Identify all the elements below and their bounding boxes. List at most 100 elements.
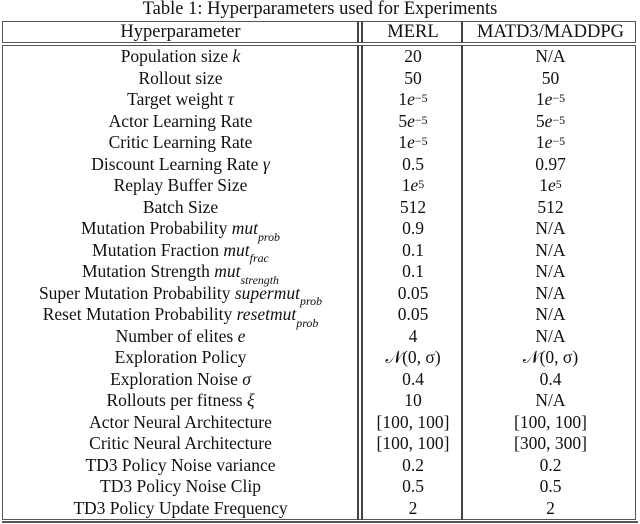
matd3-value-cell: [100, 100]	[465, 412, 636, 433]
value-text: N/A	[535, 46, 566, 67]
merl-value-cell: 1e−5	[359, 132, 465, 153]
hyperparameter-label: Critic Learning Rate	[108, 132, 253, 153]
value-exponent: 5	[418, 177, 425, 192]
hyperparameter-label: Rollouts per fitness	[106, 390, 247, 411]
value-text: 512	[399, 196, 427, 217]
matd3-value-cell: 1e−5	[465, 89, 636, 110]
table-row: Reset Mutation Probability resetmutprob 0…	[2, 304, 636, 328]
merl-value-cell: 5e−5	[359, 111, 465, 132]
matd3-value-cell: 0.4	[465, 369, 636, 390]
hyperparameter-subscript: frac	[249, 251, 269, 266]
matd3-value-cell: 0.97	[465, 154, 636, 175]
merl-value-cell: 4	[359, 326, 465, 347]
value-e: e	[544, 132, 553, 153]
hyperparameter-label: Actor Neural Architecture	[89, 411, 272, 432]
hyperparameter-label: TD3 Policy Noise variance	[85, 454, 276, 475]
hyperparameter-cell: Exploration Policy	[2, 347, 359, 368]
column-divider	[357, 45, 359, 520]
value-text: N/A	[535, 239, 566, 260]
hyperparameter-cell: Target weight τ	[2, 89, 359, 110]
table-row: Super Mutation Probability supermutprob 0…	[2, 282, 636, 309]
hyperparameter-cell: Rollouts per fitness ξ	[2, 390, 359, 411]
matd3-value-cell: 1e−5	[465, 132, 636, 153]
value-text: 10	[404, 390, 422, 411]
merl-value-cell: 10	[359, 390, 465, 411]
table-row: Exploration Noise σ 0.4 0.4	[2, 369, 636, 391]
value-text: N/A	[535, 325, 566, 346]
hyperparameter-symbol: ξ	[246, 390, 255, 411]
hyperparameter-subscript: prob	[300, 294, 323, 309]
hyperparameter-cell: Mutation Fraction mutfrac	[2, 239, 359, 264]
value-text: 0.05	[397, 304, 429, 325]
matd3-value-cell: N/A	[465, 304, 636, 325]
matd3-value-cell: [300, 300]	[465, 433, 636, 454]
table-row: Critic Learning Rate 1e−5 1e−5	[2, 132, 636, 154]
matd3-value-cell: 5e−5	[465, 111, 636, 132]
table-row: Critic Neural Architecture [100, 100] [300…	[2, 433, 636, 455]
header-matd3-maddpg: MATD3/MADDPG	[477, 21, 624, 42]
merl-value-cell: 50	[359, 68, 465, 89]
hyperparameter-symbol: resetmut	[236, 304, 297, 325]
value-text: 2	[546, 497, 555, 518]
value-text: N/A	[535, 304, 566, 325]
value-e: e	[407, 89, 415, 110]
value-base: 5	[535, 110, 545, 131]
value-exponent: −5	[552, 112, 566, 127]
value-e: e	[407, 132, 415, 153]
table-row: Replay Buffer Size 1e5 1e5	[2, 175, 636, 197]
hyperparameter-symbol: mut	[231, 218, 258, 239]
hyperparameter-label: Population size	[120, 46, 233, 67]
table-row: TD3 Policy Noise variance 0.2 0.2	[2, 455, 636, 477]
value-base: 5	[398, 110, 408, 131]
value-base: 1	[539, 175, 548, 196]
hyperparameter-cell: Mutation Probability mutprob	[2, 218, 359, 242]
value-text: 0.4	[539, 368, 562, 389]
value-exponent: −5	[552, 134, 566, 149]
matd3-value-cell: N/A	[465, 390, 636, 411]
table-row: Target weight τ 1e−5 1e−5	[2, 89, 636, 111]
matd3-value-cell: N/A	[465, 240, 636, 261]
header-hyperparameter: Hyperparameter	[120, 21, 241, 42]
merl-value-cell: 1e5	[359, 175, 465, 196]
header-merl: MERL	[387, 21, 439, 42]
table-body-frame	[2, 45, 636, 520]
hyperparameter-label: Mutation Fraction	[92, 239, 224, 260]
value-base: 1	[398, 132, 408, 153]
hyperparameter-label: Mutation Strength	[81, 261, 215, 282]
hyperparameter-cell: Discount Learning Rate γ	[2, 154, 359, 175]
value-text: 0.97	[535, 153, 566, 174]
value-text: N/A	[535, 282, 566, 303]
table-bottom-rule	[2, 521, 638, 523]
value-base: 1	[398, 89, 408, 110]
hyperparameter-cell: Actor Learning Rate	[2, 111, 359, 132]
hyperparameter-symbol: k	[232, 46, 241, 67]
merl-value-cell: 𝒩(0, σ)	[359, 347, 465, 368]
value-e: e	[544, 89, 553, 110]
hyperparameter-symbol: e	[237, 325, 246, 346]
hyperparameter-label: Super Mutation Probability	[38, 282, 235, 303]
hyperparameter-cell: Number of elites e	[2, 326, 359, 347]
table-row: Batch Size 512 512	[2, 197, 636, 219]
value-text: 0.2	[539, 454, 562, 475]
value-text: 50	[404, 67, 422, 88]
merl-value-cell: [100, 100]	[359, 412, 465, 433]
table-row: Rollout size 50 50	[2, 68, 636, 90]
value-text: 512	[537, 196, 564, 217]
merl-value-cell: 0.5	[359, 476, 465, 497]
value-text: 0.5	[539, 476, 562, 497]
hyperparameter-label: TD3 Policy Update Frequency	[73, 497, 288, 518]
table-header-row: Hyperparameter MERL MATD3/MADDPG	[2, 21, 636, 43]
hyperparameter-symbol: supermut	[234, 282, 300, 303]
hyperparameter-cell: Exploration Noise σ	[2, 369, 359, 390]
matd3-value-cell: N/A	[465, 261, 636, 282]
table-row: Mutation Strength mutstrength 0.1 N/A	[2, 261, 636, 285]
hyperparameter-cell: Batch Size	[2, 197, 359, 218]
matd3-value-cell: N/A	[465, 326, 636, 347]
value-text: N/A	[535, 390, 566, 411]
hyperparameter-label: Discount Learning Rate	[91, 153, 263, 174]
hyperparameter-cell: Actor Neural Architecture	[2, 412, 359, 433]
merl-value-cell: 2	[359, 498, 465, 519]
value-text: [100, 100]	[376, 411, 450, 432]
value-text: 0.05	[397, 282, 429, 303]
hyperparameter-cell: TD3 Policy Noise Clip	[2, 476, 359, 497]
